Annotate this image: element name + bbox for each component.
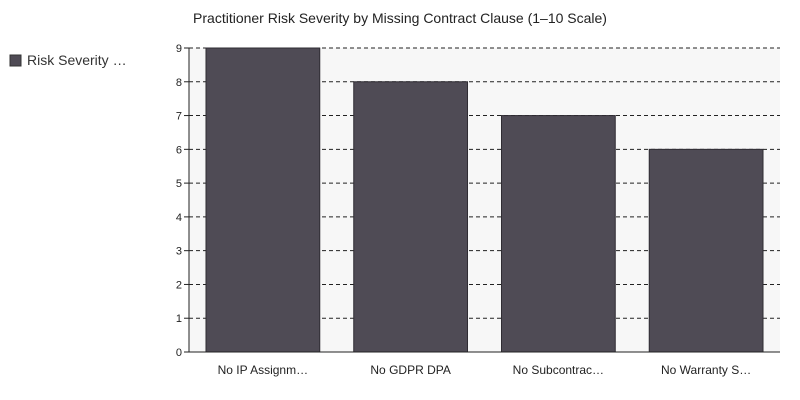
axes: 0 1 2 3 4 5 6 7 8 9 No IP Assignm… No GDPR DPA No Su… — [176, 43, 780, 377]
y-tick-label: 9 — [176, 43, 182, 55]
bars — [205, 47, 764, 353]
y-tick-label: 6 — [176, 144, 182, 156]
bar — [648, 148, 764, 353]
y-tick-label: 0 — [176, 347, 182, 359]
legend: Risk Severity … — [9, 52, 127, 68]
x-tick-label: No Warranty S… — [661, 363, 751, 377]
bar — [500, 115, 616, 353]
x-tick-label: No IP Assignm… — [218, 363, 308, 377]
chart-title: Practitioner Risk Severity by Missing Co… — [193, 10, 607, 26]
y-tick-label: 1 — [176, 313, 182, 325]
bar — [353, 81, 469, 353]
x-tick-label: No GDPR DPA — [370, 363, 450, 377]
y-tick-label: 4 — [176, 212, 182, 224]
y-tick-label: 7 — [176, 111, 182, 123]
bar — [205, 47, 321, 353]
x-tick-label: No Subcontrac… — [513, 363, 604, 377]
y-tick-label: 5 — [176, 178, 182, 190]
y-tick-label: 2 — [176, 279, 182, 291]
y-tick-label: 3 — [176, 246, 182, 258]
legend-label: Risk Severity … — [27, 52, 127, 68]
y-tick-label: 8 — [176, 77, 182, 89]
legend-swatch — [9, 54, 22, 67]
